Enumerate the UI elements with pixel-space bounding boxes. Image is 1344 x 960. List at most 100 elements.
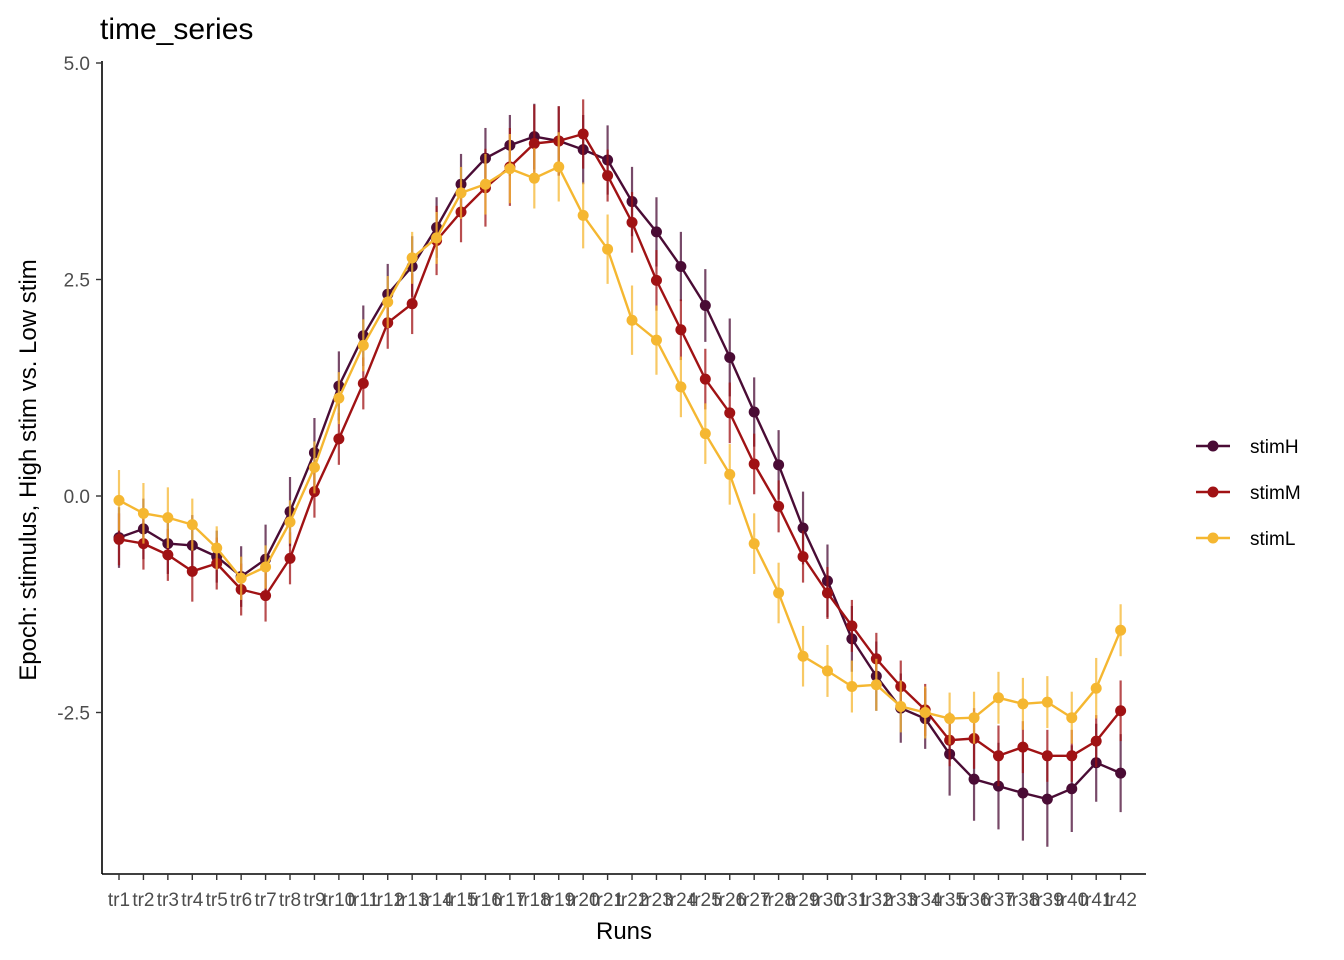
data-point [650, 274, 662, 286]
y-tick-label: -2.5 [57, 704, 90, 725]
data-point [602, 243, 614, 255]
data-point [431, 232, 443, 244]
x-tick-label: tr16 [469, 890, 502, 911]
data-point [260, 561, 272, 573]
data-point [455, 187, 467, 199]
data-point [577, 209, 589, 221]
data-point [650, 334, 662, 346]
data-point [1017, 741, 1029, 753]
chart-title: time_series [100, 13, 253, 46]
data-point [675, 324, 687, 336]
data-point [992, 692, 1004, 704]
x-axis-ticks: tr1 tr2 tr3 tr4 tr5 tr6 tr7 tr8 tr9tr10tr11tr12t… [108, 874, 1137, 911]
data-point [1066, 712, 1078, 724]
data-point [1041, 750, 1053, 762]
x-tick-label: tr18 [518, 890, 551, 911]
data-point [724, 407, 736, 419]
data-point [1115, 624, 1127, 636]
x-tick-label: tr20 [567, 890, 600, 911]
data-point [699, 299, 711, 311]
data-point [357, 377, 369, 389]
x-tick-label: tr27 [738, 890, 771, 911]
data-point [602, 170, 614, 182]
x-tick-label: tr5 [206, 890, 228, 911]
legend-key-point [1207, 532, 1219, 544]
x-tick-label: tr33 [884, 890, 917, 911]
data-point [626, 314, 638, 326]
data-point [626, 216, 638, 228]
x-tick-label: tr30 [811, 890, 844, 911]
x-tick-label: tr25 [689, 890, 722, 911]
data-point [553, 161, 565, 173]
data-point [870, 679, 882, 691]
data-point [186, 565, 198, 577]
x-tick-label: tr41 [1080, 890, 1113, 911]
data-point [528, 172, 540, 184]
x-tick-label: tr26 [713, 890, 746, 911]
data-point [406, 252, 418, 264]
x-tick-label: tr39 [1031, 890, 1064, 911]
data-point [944, 713, 956, 725]
data-point [308, 461, 320, 473]
data-point [333, 433, 345, 445]
x-tick-label: tr37 [982, 890, 1015, 911]
data-point [235, 572, 247, 584]
x-axis-title: Runs [596, 918, 652, 945]
x-tick-label: tr38 [1007, 890, 1040, 911]
data-point [773, 459, 785, 471]
legend-item-stimM: stimM [1196, 483, 1301, 504]
x-tick-label: tr17 [494, 890, 527, 911]
data-point [577, 128, 589, 140]
x-tick-label: tr1 [108, 890, 130, 911]
data-point [1066, 783, 1078, 795]
data-point [968, 712, 980, 724]
data-point [284, 516, 296, 528]
data-point [333, 392, 345, 404]
data-point [382, 296, 394, 308]
legend-label: stimL [1250, 529, 1295, 550]
data-point [846, 681, 858, 693]
x-tick-label: tr40 [1055, 890, 1088, 911]
x-tick-label: tr22 [616, 890, 649, 911]
x-tick-label: tr34 [909, 890, 942, 911]
data-point [650, 226, 662, 238]
plot-area [113, 99, 1127, 847]
data-point [748, 406, 760, 418]
y-tick-label: 2.5 [64, 271, 90, 292]
data-point [1017, 787, 1029, 799]
x-tick-label: tr2 [132, 890, 154, 911]
data-point [797, 522, 809, 534]
series-stimL [113, 132, 1127, 745]
x-tick-label: tr10 [322, 890, 355, 911]
data-point [699, 428, 711, 440]
x-tick-label: tr24 [665, 890, 698, 911]
data-point [675, 261, 687, 273]
data-point [162, 549, 174, 561]
x-tick-label: tr9 [303, 890, 325, 911]
data-point [699, 373, 711, 385]
data-point [846, 620, 858, 632]
data-point [797, 650, 809, 662]
data-point [675, 381, 687, 393]
y-axis-title: Epoch: stimulus, High stim vs. Low stim [15, 259, 42, 680]
x-tick-label: tr23 [640, 890, 673, 911]
data-point [186, 519, 198, 531]
data-point [1041, 793, 1053, 805]
data-point [406, 298, 418, 310]
data-point [1115, 705, 1127, 717]
data-point [968, 773, 980, 785]
x-tick-label: tr32 [860, 890, 893, 911]
legend: stimH stimM stimL [1196, 437, 1301, 550]
data-point [1090, 682, 1102, 694]
x-tick-label: tr6 [230, 890, 252, 911]
x-tick-label: tr12 [371, 890, 404, 911]
data-point [724, 351, 736, 363]
data-point [137, 507, 149, 519]
legend-label: stimM [1250, 483, 1301, 504]
x-tick-label: tr14 [420, 890, 453, 911]
x-tick-label: tr7 [254, 890, 276, 911]
data-point [748, 458, 760, 470]
data-point [748, 538, 760, 550]
data-point [1066, 750, 1078, 762]
